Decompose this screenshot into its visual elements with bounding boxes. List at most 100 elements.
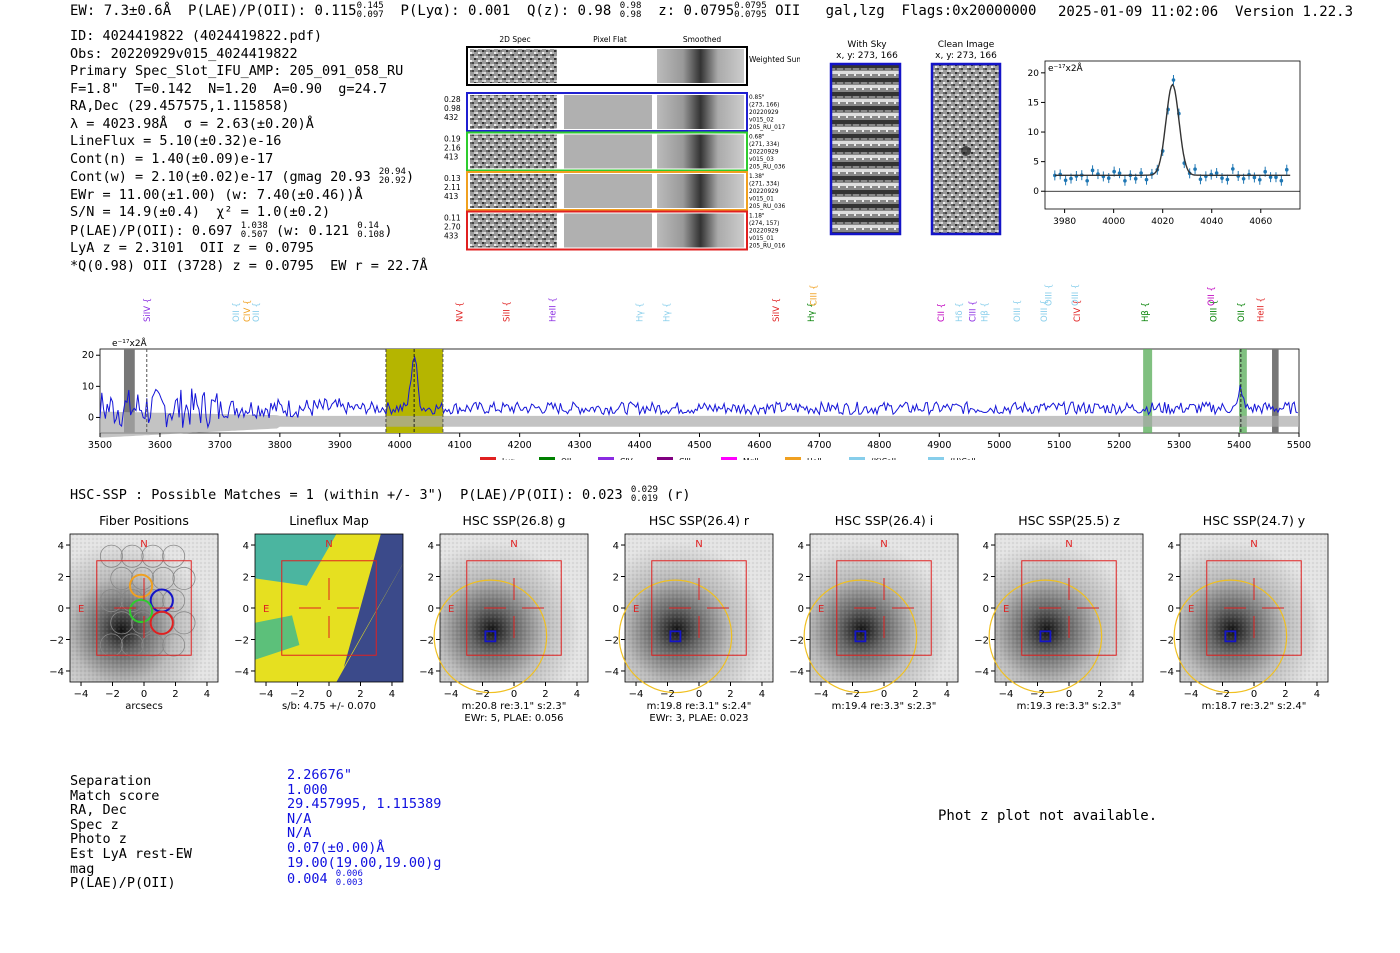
spec-line-label: NV { (456, 302, 466, 322)
cutout-flat (564, 134, 652, 169)
legend-label: HeII (807, 457, 822, 460)
fit-point (1069, 176, 1073, 181)
spec-xtick-label: 4200 (508, 440, 532, 451)
cutout-row-meta: 20220929 (749, 150, 779, 156)
cutout-flat (564, 174, 652, 208)
aperture-circle (618, 579, 733, 694)
hsc-xtick-label: −4 (259, 689, 274, 700)
legend-swatch (657, 457, 673, 460)
sky-cutouts: With Sky x, y: 273, 166 Clean Image x, y… (829, 40, 1002, 236)
legend-swatch (480, 457, 496, 460)
hsc-image-noise (625, 534, 773, 682)
hsc-panel-title: HSC SSP(26.4) i (835, 513, 933, 528)
detection-info: ID: 4024419822 (4024419822.pdf) Obs: 202… (70, 28, 428, 275)
cutout-row-meta: 205_RU_036 (749, 204, 786, 210)
info-id: ID: 4024419822 (4024419822.pdf) (70, 28, 322, 44)
spec-line-label: HeII { (1257, 297, 1267, 322)
fiber-circle (162, 589, 186, 613)
cutout-row-stat: 2.70 (444, 223, 461, 232)
hsc-panel-title: HSC SSP(24.7) y (1203, 513, 1306, 528)
spec-line-label: CIII { (968, 300, 978, 322)
hsc-ytick-label: −2 (49, 635, 64, 646)
cutout-row-meta: (274, 157) (749, 221, 779, 227)
spec-band (1239, 349, 1247, 433)
fit-point (1144, 177, 1149, 182)
cutout-flat (564, 95, 652, 129)
hsc-xtick-label: −4 (999, 689, 1014, 700)
hsc-xtick-label: 4 (574, 689, 580, 700)
hsc-image-noise (995, 534, 1143, 682)
fit-ytick-label: 0 (1033, 187, 1039, 197)
hsc-ytick-label: 2 (58, 573, 64, 584)
fit-ytick-label: 5 (1033, 158, 1039, 168)
compass-east: E (1003, 604, 1009, 615)
spec-line-label: OII { (252, 302, 262, 322)
spec-xtick-label: 4900 (927, 440, 951, 451)
clean-xy: x, y: 273, 166 (935, 51, 997, 61)
hsc-xtick-label: −2 (845, 689, 860, 700)
cutout-row-meta: (273, 166) (749, 103, 779, 109)
hsc-panel-title: Fiber Positions (99, 513, 189, 528)
info-qline: *Q(0.98) OII (3728) z = 0.0795 EW r = 22… (70, 257, 428, 274)
cutout-row-meta: 205_RU_036 (749, 165, 786, 171)
col-2d-label: 2D Spec (499, 35, 530, 44)
fiber-circle (110, 611, 134, 635)
cutout-2d (470, 134, 557, 169)
hsc-ytick-label: −2 (604, 635, 619, 646)
match-label: RA, Dec (70, 802, 127, 819)
fiber-circle (99, 589, 123, 613)
aperture-circle (1173, 579, 1288, 694)
fit-point (1279, 178, 1284, 183)
legend-swatch (539, 457, 555, 460)
datetime: 2025-01-09 11:02:06 (1058, 4, 1219, 20)
match-label: mag (70, 860, 95, 877)
source-box (484, 630, 497, 643)
hsc-ytick-label: 2 (1168, 573, 1174, 584)
fit-point (1252, 175, 1257, 180)
hsc-xtick-label: 4 (1129, 689, 1135, 700)
fit-point (1139, 171, 1143, 175)
spec-line-label: HeII { (549, 297, 559, 322)
compass-north: N (510, 539, 517, 550)
fiber-highlight (128, 598, 154, 624)
legend-label: CIV (620, 457, 633, 460)
spec-xtick-label: 5500 (1287, 440, 1311, 451)
fiber-circle (172, 566, 196, 590)
hsc-xtick-label: 4 (759, 689, 765, 700)
spec-xtick-label: 3700 (208, 440, 232, 451)
legend-swatch (721, 457, 737, 460)
hsc-xtick-label: 4 (204, 689, 210, 700)
fiber-circle (99, 544, 123, 568)
hsc-ytick-label: −4 (49, 667, 64, 678)
ew-value: EW: 7.3±0.6Å (70, 3, 172, 19)
info-lineflux: LineFlux = 5.10(±0.32)e-16 (70, 133, 282, 149)
match-value: 19.00(19.00,19.00)g (287, 854, 442, 871)
hsc-ytick-label: 0 (1168, 604, 1174, 615)
compass-north: N (1065, 539, 1072, 550)
legend-swatch (928, 457, 944, 460)
fit-point (1274, 175, 1278, 180)
info-obs: Obs: 20220929v015_4024419822 (70, 45, 298, 62)
hsc-ytick-label: 2 (428, 573, 434, 584)
hsc-xtick-label: 4 (1314, 689, 1320, 700)
hsc-panels: Fiber Positions N E −4 −4 −2 −2 0 0 2 2 4 4 arcsecs Li… (49, 513, 1329, 724)
compass-east: E (448, 604, 454, 615)
fit-point (1214, 171, 1219, 175)
match-value: 0.004 0.006 0.003 (287, 869, 363, 889)
search-box (281, 560, 377, 656)
compass-east: E (1188, 604, 1194, 615)
spec-xtick-label: 4000 (388, 440, 412, 451)
cutout-row-stat: 0.28 (444, 95, 461, 104)
hsc-ytick-label: 2 (983, 573, 989, 584)
match-label: Photo z (70, 831, 127, 848)
legend-swatch (785, 457, 801, 460)
cutout-row-meta: v015_03 (749, 157, 774, 163)
photz-message: Phot z plot not available. (938, 808, 1158, 824)
cutout-row-stat: 432 (444, 113, 459, 122)
fiber-circle (120, 633, 144, 657)
spec-xtick-label: 3500 (88, 440, 112, 451)
hsc-xtick-label: −2 (290, 689, 305, 700)
spec-line-label: Hγ { (636, 302, 646, 322)
legend-label: MgII (743, 457, 759, 460)
info-params: F=1.8" T=0.142 N=1.20 A=0.90 g=24.7 (70, 80, 387, 97)
